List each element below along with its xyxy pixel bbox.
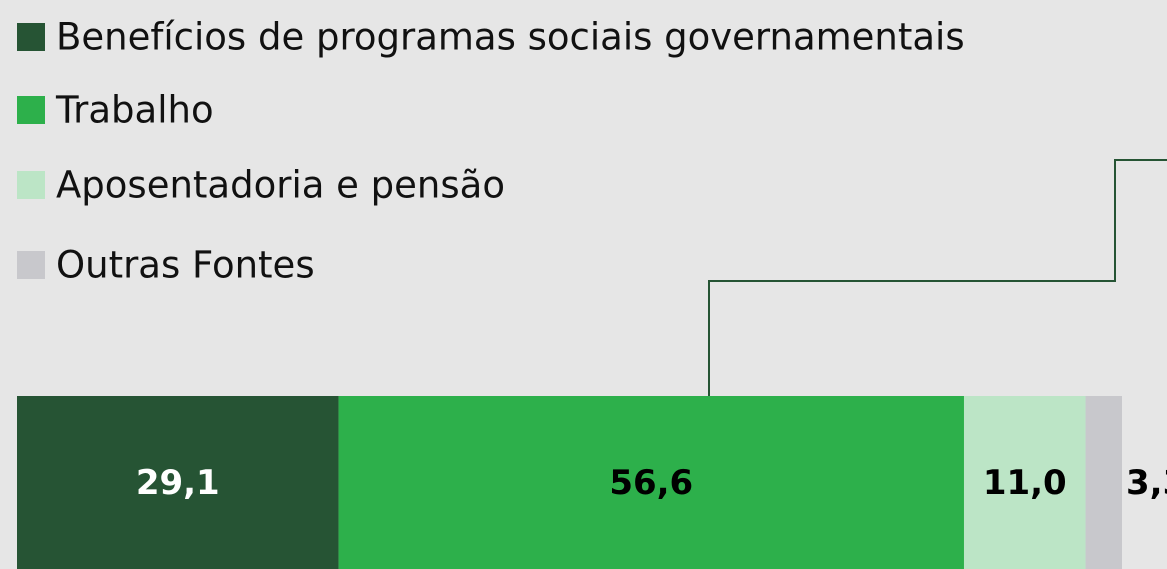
legend-swatch [17,251,45,279]
legend-label: Trabalho [55,89,214,132]
value-label: 11,0 [983,463,1067,503]
value-label: 3,3 [1126,463,1167,503]
legend-label: Outras Fontes [56,244,315,287]
value-label: 29,1 [136,463,220,503]
legend-label: Benefícios de programas sociais governam… [56,16,965,59]
bar-segment [338,396,964,569]
bar-segment [963,396,1086,569]
bar-segment [17,396,339,569]
legend-swatch [17,23,45,51]
connector-line [708,159,1167,396]
legend-swatch [17,171,45,199]
bar-segment [1085,396,1122,569]
legend-label: Aposentadoria e pensão [56,164,505,207]
legend-swatch [17,96,45,124]
value-label: 56,6 [609,463,693,503]
